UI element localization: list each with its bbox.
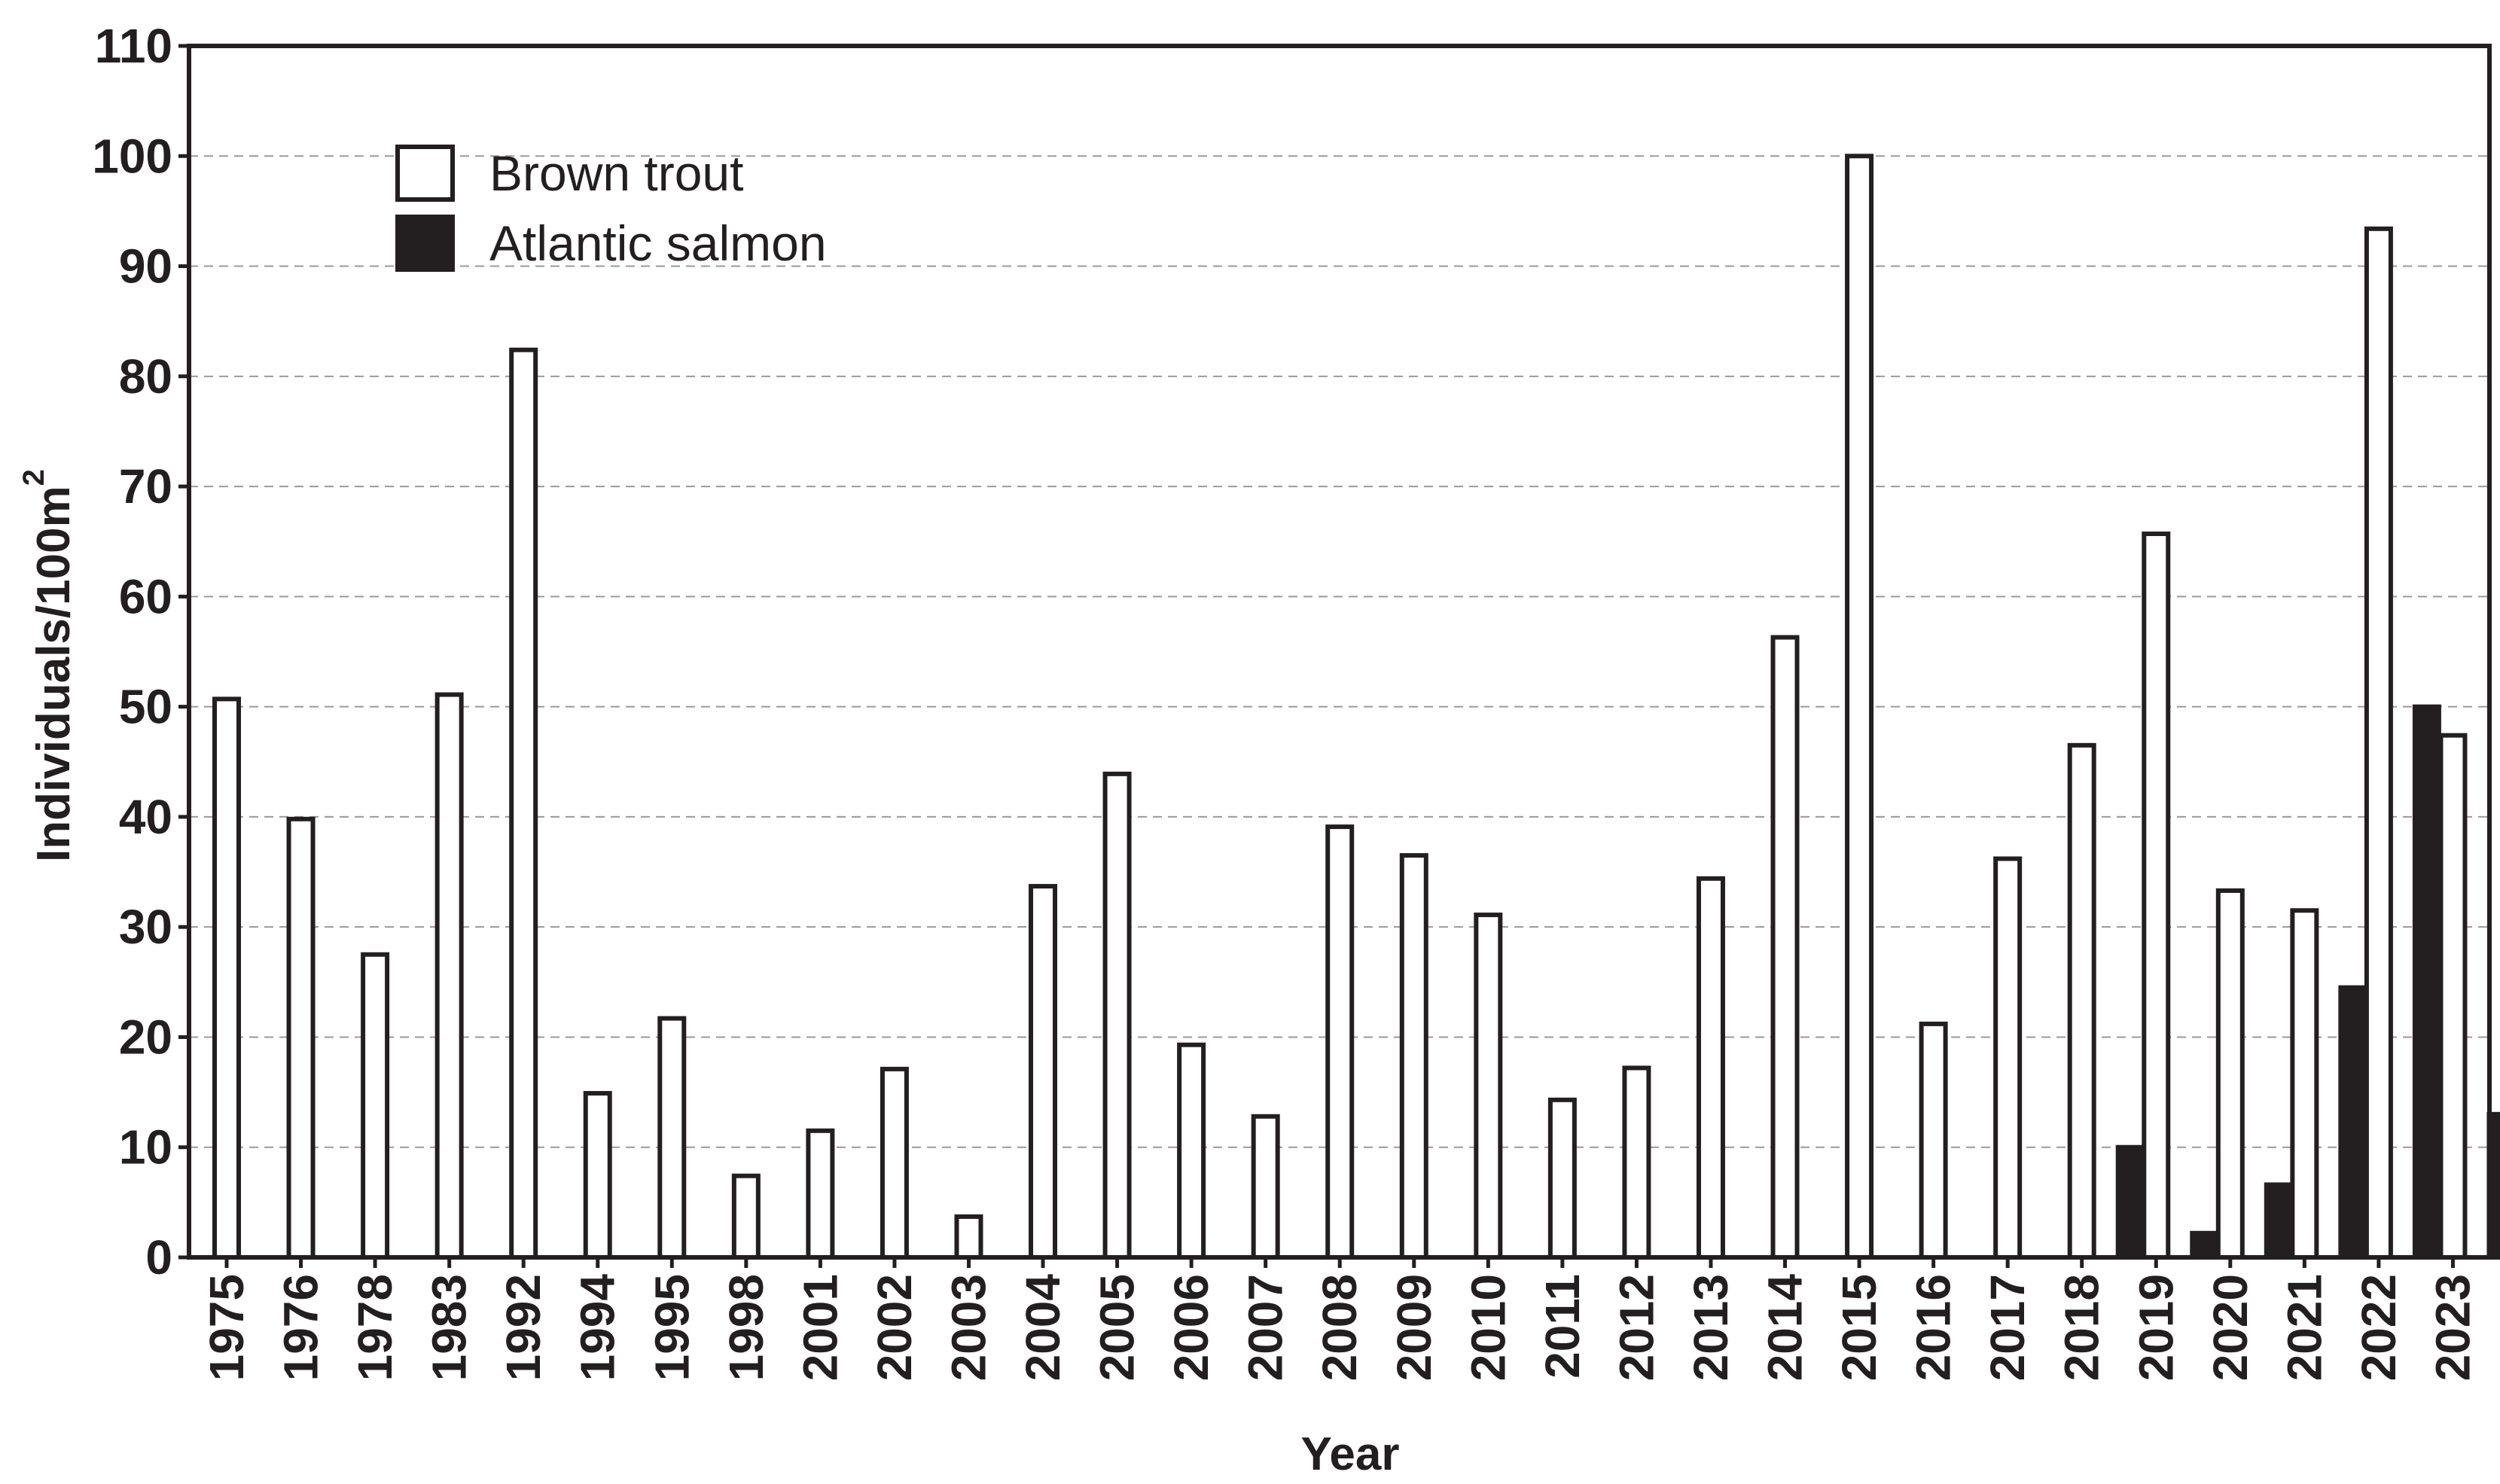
- x-tick-label: 2018: [2055, 1274, 2109, 1381]
- x-tick-label: 2005: [1090, 1274, 1145, 1381]
- bar-atlantic-salmon-2020: [2264, 1182, 2293, 1260]
- x-tick-label: 1983: [422, 1274, 477, 1381]
- legend-label-atlantic-salmon: Atlantic salmon: [489, 215, 827, 271]
- y-tick-label: 60: [119, 569, 172, 623]
- y-tick-label: 90: [119, 239, 172, 294]
- bar-brown-trout-1992: [509, 347, 538, 1260]
- legend-label-brown-trout: Brown trout: [489, 145, 743, 201]
- bar-brown-trout-2015: [1845, 154, 1874, 1260]
- bar-brown-trout-2001: [806, 1128, 835, 1260]
- x-tick-label: 2004: [1016, 1274, 1070, 1382]
- bar-brown-trout-2023: [2438, 733, 2468, 1260]
- y-axis-title-text: Individuals/100m: [28, 486, 80, 862]
- y-axis-title-superscript: 2: [17, 469, 50, 486]
- bar-brown-trout-2022: [2364, 226, 2393, 1260]
- bar-brown-trout-2011: [1547, 1097, 1577, 1260]
- bar-brown-trout-2014: [1770, 635, 1800, 1260]
- bar-brown-trout-2013: [1696, 876, 1725, 1260]
- bar-atlantic-salmon-2021: [2338, 985, 2367, 1260]
- x-tick-label: 1975: [200, 1274, 254, 1381]
- bar-atlantic-salmon-2022: [2412, 704, 2441, 1260]
- y-tick-label: 50: [119, 680, 172, 734]
- x-tick-label: 1976: [274, 1274, 328, 1381]
- x-axis: 1975 1976 1978 1983 1992 1994 1995 1998 2001 2002…: [200, 1257, 2480, 1381]
- bar-brown-trout-2010: [1474, 913, 1503, 1260]
- y-tick-label: 40: [119, 790, 172, 844]
- x-tick-label: 2007: [1239, 1274, 1293, 1381]
- bar-atlantic-salmon-2018: [2115, 1144, 2145, 1260]
- bar-brown-trout-2019: [2142, 531, 2171, 1260]
- x-tick-label: 2014: [1758, 1274, 1812, 1382]
- x-tick-label: 1994: [571, 1274, 625, 1382]
- x-tick-label: 1992: [496, 1274, 550, 1381]
- bar-brown-trout-1998: [731, 1173, 761, 1260]
- bar-brown-trout-2020: [2215, 888, 2245, 1260]
- bar-brown-trout-2018: [2067, 742, 2096, 1260]
- x-axis-title: Year: [1300, 1428, 1399, 1480]
- y-axis-title: Individuals/100m2: [17, 469, 80, 862]
- x-tick-label: 2011: [1535, 1274, 1590, 1379]
- x-tick-label: 2010: [1461, 1274, 1515, 1381]
- bar-atlantic-salmon-2019: [2190, 1230, 2219, 1260]
- bar-brown-trout-2005: [1102, 771, 1132, 1260]
- bar-brown-trout-1994: [583, 1091, 612, 1260]
- x-tick-label: 2015: [1832, 1274, 1886, 1381]
- bar-brown-trout-2002: [880, 1066, 909, 1260]
- bar-brown-trout-2016: [1919, 1021, 1948, 1260]
- bar-brown-trout-1995: [657, 1016, 687, 1260]
- x-tick-label: 2002: [867, 1274, 922, 1381]
- legend-swatch-atlantic-salmon: [395, 215, 455, 272]
- bar-brown-trout-2007: [1251, 1114, 1280, 1260]
- x-tick-label: 2012: [1609, 1274, 1663, 1381]
- x-tick-label: 2021: [2277, 1274, 2331, 1381]
- bar-brown-trout-2009: [1399, 853, 1428, 1260]
- x-tick-label: 2019: [2129, 1274, 2183, 1381]
- y-tick-label: 110: [95, 19, 172, 73]
- bar-brown-trout-2021: [2290, 908, 2319, 1260]
- x-tick-label: 2017: [1980, 1274, 2035, 1381]
- y-tick-label: 0: [145, 1230, 172, 1284]
- legend-swatch-brown-trout: [395, 145, 455, 202]
- bar-brown-trout-2006: [1177, 1042, 1206, 1260]
- y-tick-label: 100: [92, 129, 172, 183]
- y-tick-label: 20: [119, 1010, 172, 1064]
- x-tick-label: 2023: [2425, 1274, 2480, 1381]
- x-tick-label: 1978: [348, 1274, 402, 1381]
- bar-brown-trout-2017: [1993, 856, 2023, 1260]
- y-tick-label: 70: [119, 459, 172, 513]
- x-tick-label: 2020: [2203, 1274, 2258, 1381]
- bar-brown-trout-1976: [286, 816, 316, 1260]
- x-tick-label: 1998: [719, 1274, 773, 1381]
- legend: Brown trout Atlantic salmon: [395, 145, 827, 272]
- x-tick-label: 1995: [645, 1274, 699, 1381]
- bar-brown-trout-2008: [1325, 824, 1355, 1260]
- y-tick-label: 80: [119, 349, 172, 404]
- x-tick-label: 2013: [1684, 1274, 1738, 1381]
- bar-brown-trout-2003: [954, 1214, 983, 1260]
- x-tick-label: 2006: [1164, 1274, 1218, 1381]
- bar-brown-trout-1978: [361, 952, 390, 1260]
- x-tick-label: 2009: [1387, 1274, 1441, 1381]
- x-tick-label: 2008: [1312, 1274, 1367, 1381]
- x-tick-label: 2001: [793, 1274, 847, 1381]
- x-tick-label: 2003: [941, 1274, 995, 1381]
- y-axis: 0 10 20 30 40 50 60 70 80 90 100 110: [92, 19, 189, 1284]
- bar-brown-trout-2004: [1029, 884, 1058, 1260]
- x-tick-label: 2022: [2352, 1274, 2406, 1381]
- x-tick-label: 2016: [1907, 1274, 1961, 1381]
- bar-brown-trout-1983: [434, 692, 464, 1260]
- y-tick-label: 10: [119, 1120, 172, 1175]
- y-tick-label: 30: [119, 900, 172, 954]
- bar-brown-trout-1975: [212, 696, 241, 1260]
- bar-brown-trout-2012: [1622, 1065, 1651, 1260]
